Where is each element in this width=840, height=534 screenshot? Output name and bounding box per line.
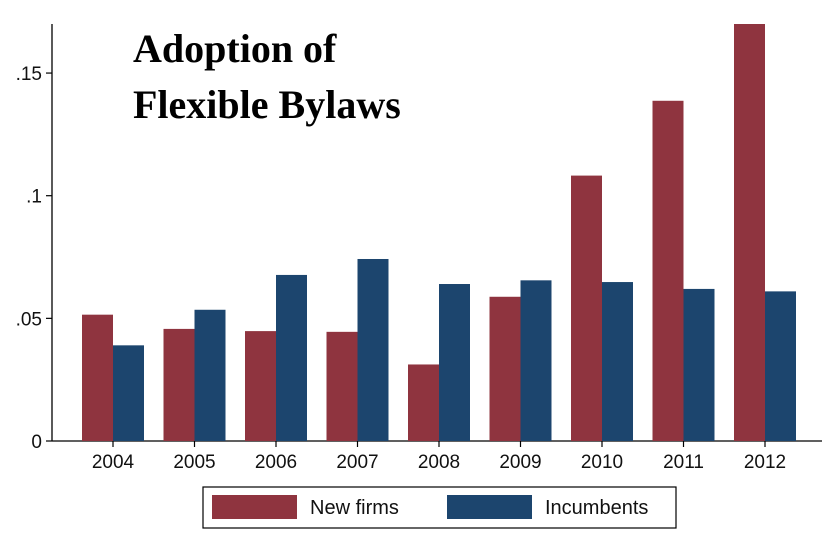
legend-label-new-firms: New firms: [310, 497, 399, 519]
x-tick-label: 2011: [663, 452, 704, 473]
x-tick-label: 2004: [92, 452, 135, 473]
bar-incumbents-2004: [113, 345, 144, 441]
bar-new-firms-2005: [163, 328, 195, 441]
bar-new-firms-2010: [571, 175, 602, 441]
x-tick-label: 2009: [499, 452, 541, 473]
bar-new-firms-2006: [245, 331, 276, 441]
y-tick-label: .1: [26, 187, 42, 208]
bar-incumbents-2012: [765, 291, 796, 441]
legend-swatch-incumbents: [447, 495, 532, 519]
y-tick-label: .15: [16, 64, 42, 85]
x-tick-label: 2005: [173, 452, 215, 473]
x-tick-label: 2010: [581, 452, 623, 473]
x-tick-label: 2006: [255, 452, 297, 473]
x-tick-label: 2007: [336, 452, 378, 473]
bar-new-firms-2007: [326, 331, 358, 441]
bars: [82, 24, 796, 441]
legend: New firms Incumbents: [202, 486, 677, 529]
bar-new-firms-2008: [408, 364, 439, 441]
x-tick-label: 2012: [744, 452, 786, 473]
chart-title-line-2: Flexible Bylaws: [133, 82, 401, 127]
bar-new-firms-2012: [734, 24, 765, 441]
x-tick-label: 2008: [418, 452, 460, 473]
y-tick-label: .05: [16, 309, 42, 330]
bar-new-firms-2004: [82, 314, 113, 441]
bar-incumbents-2005: [194, 309, 226, 441]
bar-incumbents-2010: [602, 282, 633, 441]
legend-label-incumbents: Incumbents: [545, 497, 648, 519]
bar-incumbents-2008: [439, 284, 470, 441]
legend-swatch-new-firms: [212, 495, 297, 519]
chart-title-line-1: Adoption of: [133, 26, 337, 71]
bar-incumbents-2011: [683, 288, 715, 441]
bar-incumbents-2007: [357, 258, 389, 441]
bar-new-firms-2011: [652, 100, 684, 441]
bar-new-firms-2009: [489, 296, 521, 441]
bar-incumbents-2006: [276, 274, 307, 441]
tick-labels: 0 .05 .1 .15 2004 2005 2006 2007 2008 2009 2010 201…: [16, 64, 787, 473]
y-tick-label: 0: [31, 432, 42, 453]
bar-incumbents-2009: [520, 280, 552, 441]
